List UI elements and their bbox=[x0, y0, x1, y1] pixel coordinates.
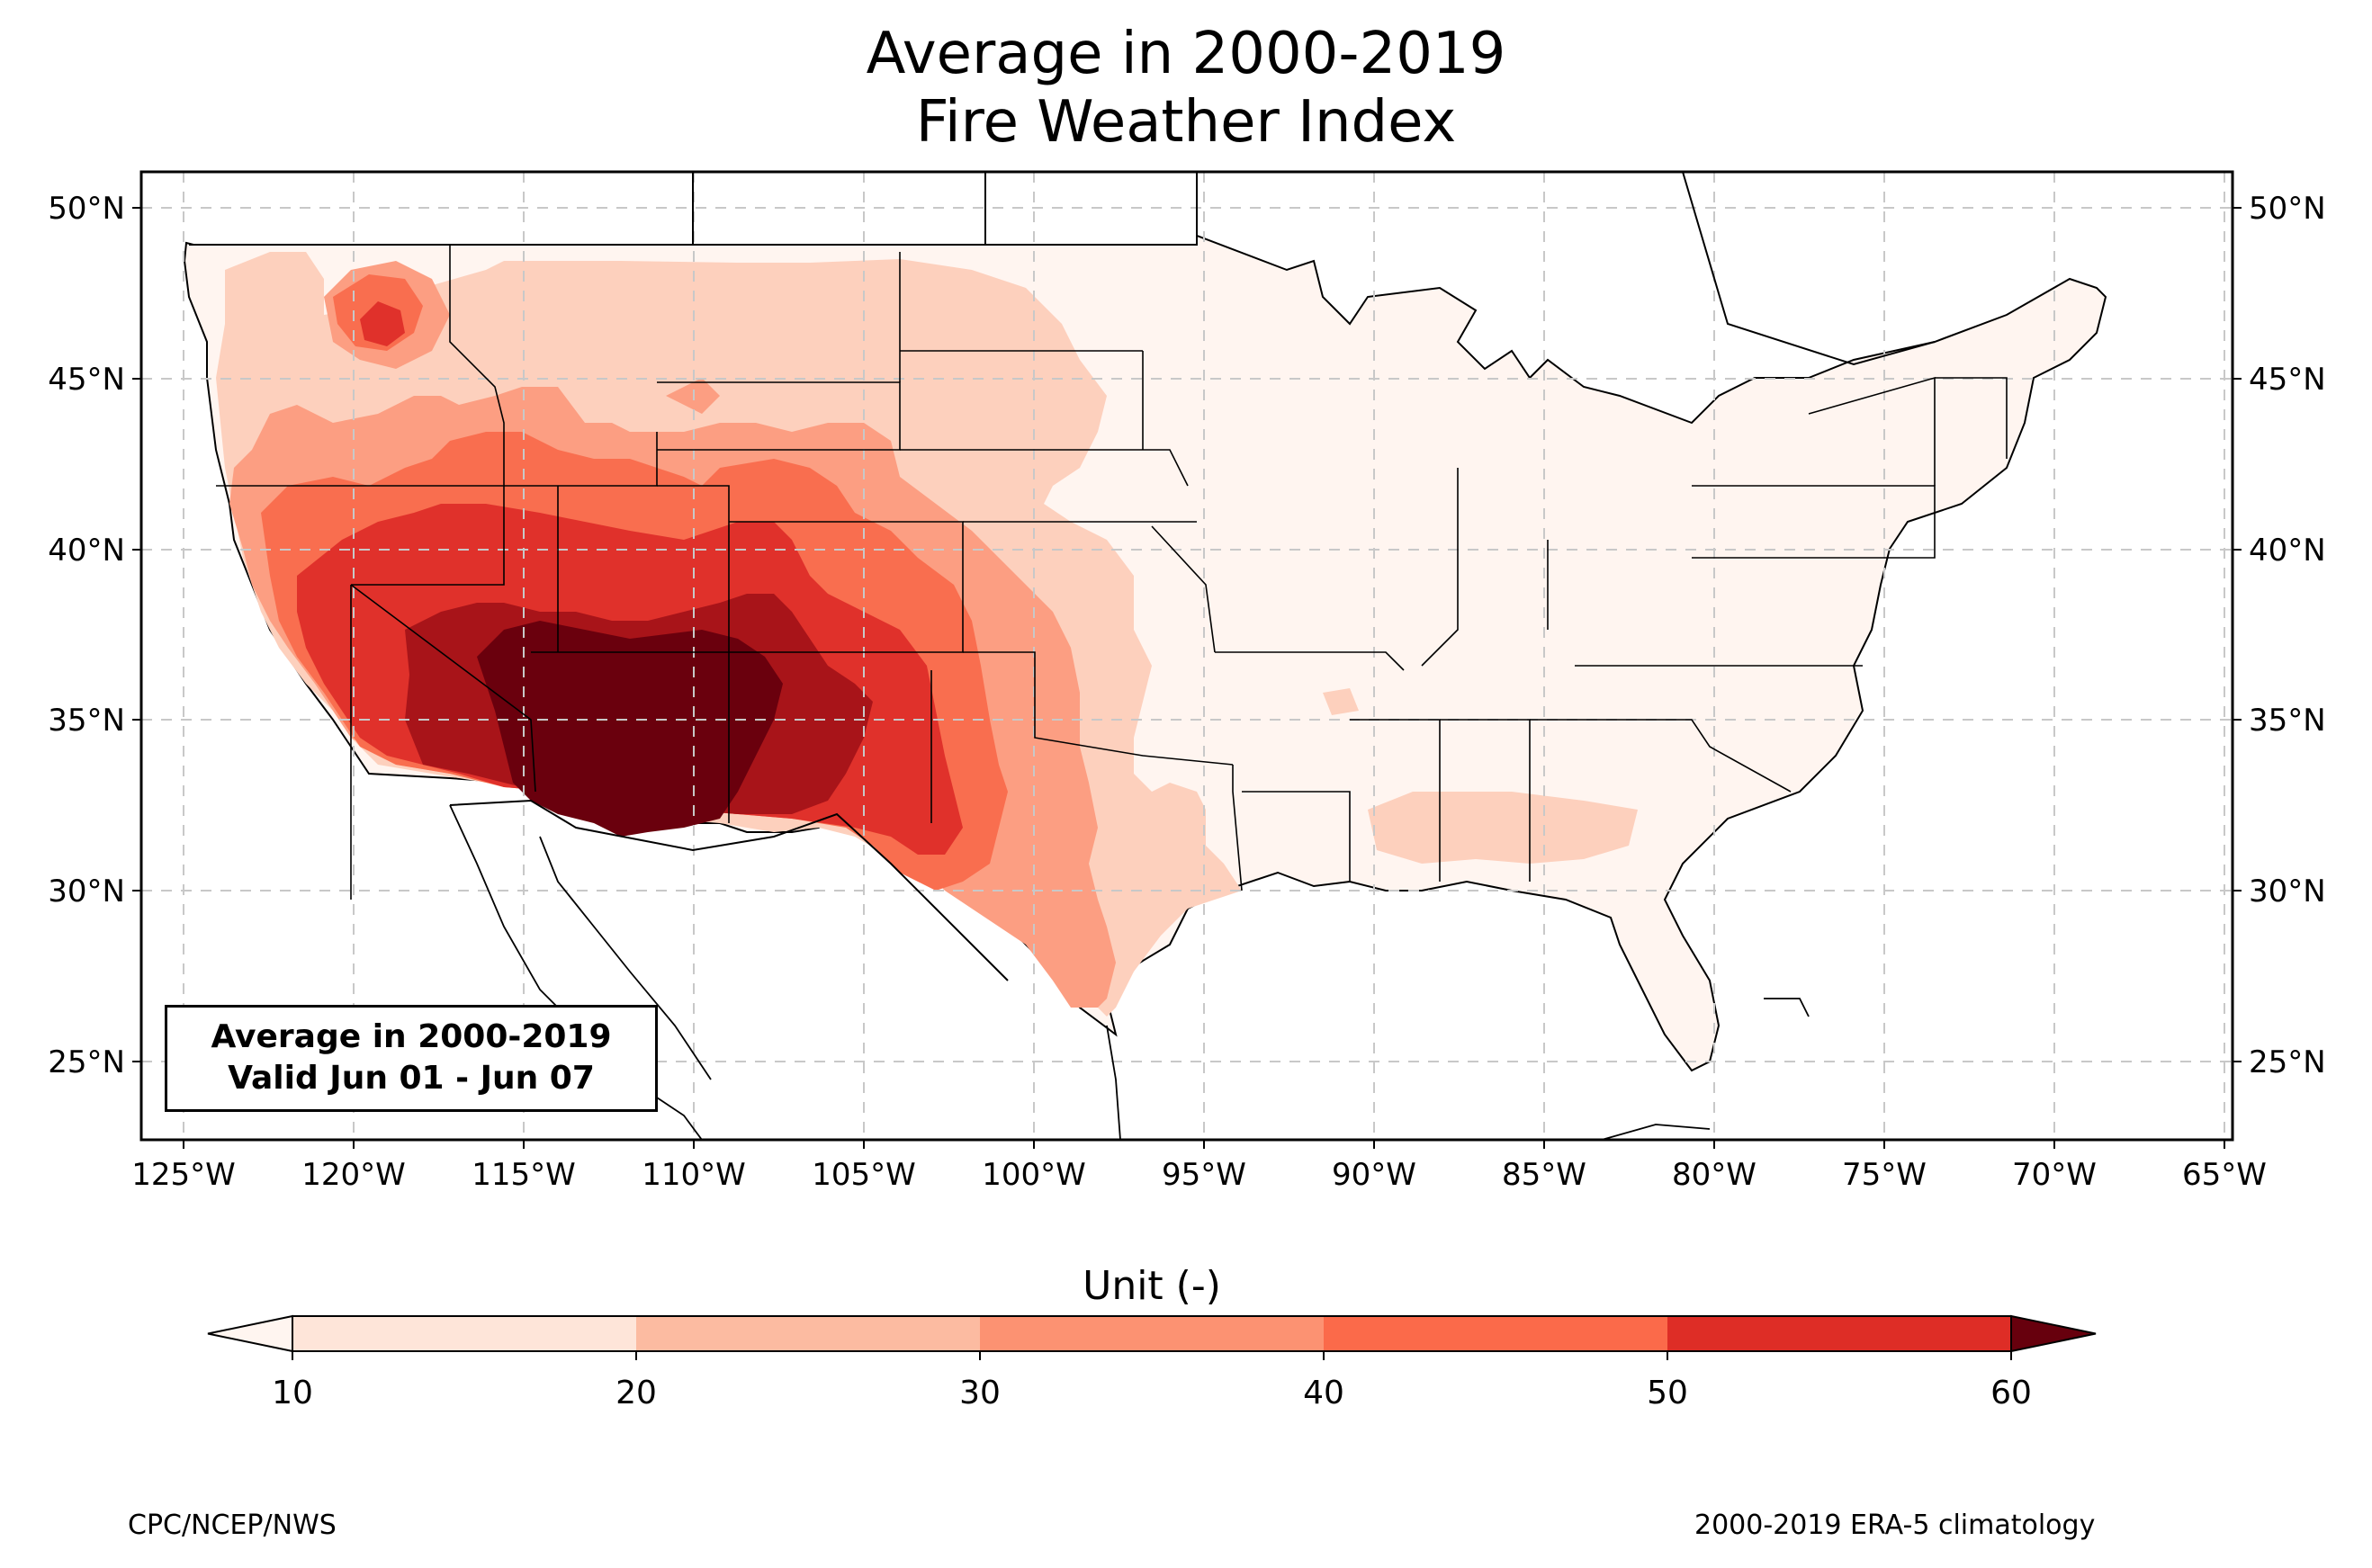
lat-label: 45°N bbox=[48, 362, 125, 398]
lon-label: 90°W bbox=[1332, 1157, 1416, 1193]
colorbar-tick-label: 50 bbox=[1647, 1375, 1688, 1411]
colorbar-segment bbox=[1324, 1316, 1667, 1351]
colorbar: 10 20 30 40 50 60 bbox=[207, 1314, 2097, 1411]
lat-label: 40°N bbox=[2249, 533, 2326, 569]
axis-ticks bbox=[132, 207, 2242, 1149]
colorbar-frame bbox=[292, 1315, 2012, 1352]
lat-labels-right: 50°N 45°N 40°N 35°N 30°N 25°N bbox=[2249, 191, 2326, 1080]
lon-label: 120°W bbox=[301, 1157, 406, 1193]
map-layers bbox=[141, 172, 2233, 1140]
international-borders bbox=[189, 172, 1936, 981]
colorbar-tick-label: 10 bbox=[272, 1375, 313, 1411]
chart-title-line-1: Average in 2000-2019 bbox=[866, 21, 1506, 87]
colorbar-tick-label: 40 bbox=[1303, 1375, 1344, 1411]
colorbar-over-extension bbox=[2010, 1314, 2097, 1353]
colorbar-tick-label: 20 bbox=[615, 1375, 657, 1411]
colorbar-label: Unit (-) bbox=[1083, 1263, 1221, 1309]
lon-label: 115°W bbox=[472, 1157, 576, 1193]
lon-label: 75°W bbox=[1842, 1157, 1927, 1193]
lat-label: 25°N bbox=[2249, 1044, 2326, 1080]
lat-labels-left: 50°N 45°N 40°N 35°N 30°N 25°N bbox=[48, 191, 125, 1080]
lat-label: 35°N bbox=[48, 703, 125, 739]
colorbar-tick-label: 60 bbox=[1990, 1375, 2032, 1411]
map-gridlines bbox=[141, 172, 2233, 1140]
colorbar-segment bbox=[1667, 1316, 2011, 1351]
colorbar-segment bbox=[636, 1316, 980, 1351]
stamp-line-2: Valid Jun 01 - Jun 07 bbox=[228, 1060, 595, 1097]
lon-label: 100°W bbox=[982, 1157, 1086, 1193]
map-frame bbox=[139, 170, 2234, 1142]
lon-label: 65°W bbox=[2182, 1157, 2267, 1193]
chart-title-line-2: Fire Weather Index bbox=[915, 89, 1457, 156]
state-borders bbox=[216, 245, 2008, 900]
lon-label: 85°W bbox=[1502, 1157, 1586, 1193]
validity-stamp: Average in 2000-2019 Valid Jun 01 - Jun … bbox=[165, 1005, 658, 1112]
lat-label: 30°N bbox=[2249, 874, 2326, 909]
lon-labels: 125°W 120°W 115°W 110°W 105°W 100°W 95°W 90°W 85… bbox=[131, 1157, 2267, 1193]
lat-label: 50°N bbox=[48, 191, 125, 227]
lat-label: 50°N bbox=[2249, 191, 2326, 227]
fwi-band-gt-60 bbox=[477, 621, 783, 837]
lon-label: 80°W bbox=[1672, 1157, 1757, 1193]
lon-label: 70°W bbox=[2012, 1157, 2097, 1193]
footer-credit: CPC/NCEP/NWS bbox=[128, 1510, 337, 1541]
lat-label: 30°N bbox=[48, 874, 125, 909]
colorbar-segment bbox=[980, 1316, 1324, 1351]
lon-label: 110°W bbox=[642, 1157, 746, 1193]
lat-label: 35°N bbox=[2249, 703, 2326, 739]
lat-label: 40°N bbox=[48, 533, 125, 569]
lon-label: 125°W bbox=[131, 1157, 236, 1193]
lat-label: 25°N bbox=[48, 1044, 125, 1080]
lat-label: 45°N bbox=[2249, 362, 2326, 398]
lon-label: 105°W bbox=[812, 1157, 916, 1193]
colorbar-segment bbox=[292, 1316, 636, 1351]
colorbar-tick-label: 30 bbox=[959, 1375, 1001, 1411]
stamp-line-1: Average in 2000-2019 bbox=[211, 1018, 612, 1055]
footer-source: 2000-2019 ERA-5 climatology bbox=[1694, 1510, 2096, 1541]
lon-label: 95°W bbox=[1162, 1157, 1246, 1193]
colorbar-under-extension bbox=[207, 1314, 293, 1353]
